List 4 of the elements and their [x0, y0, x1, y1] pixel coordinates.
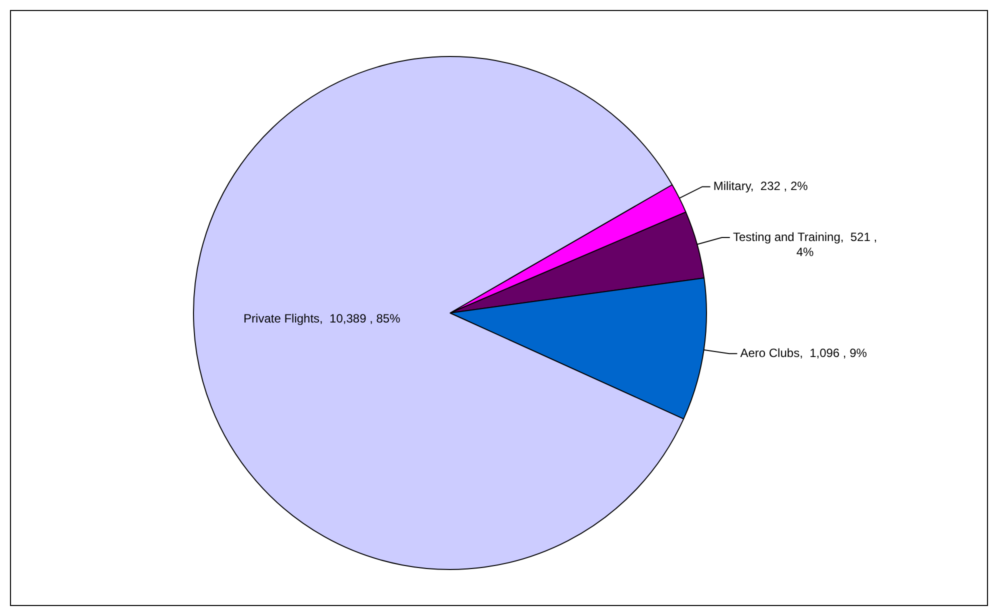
slice-label: Military, 232 , 2% [713, 179, 808, 194]
slice-label: Testing and Training, 521 , 4% [732, 230, 878, 259]
slice-label: Private Flights, 10,389 , 85% [244, 312, 401, 326]
slice-label: Aero Clubs, 1,096 , 9% [740, 346, 868, 360]
